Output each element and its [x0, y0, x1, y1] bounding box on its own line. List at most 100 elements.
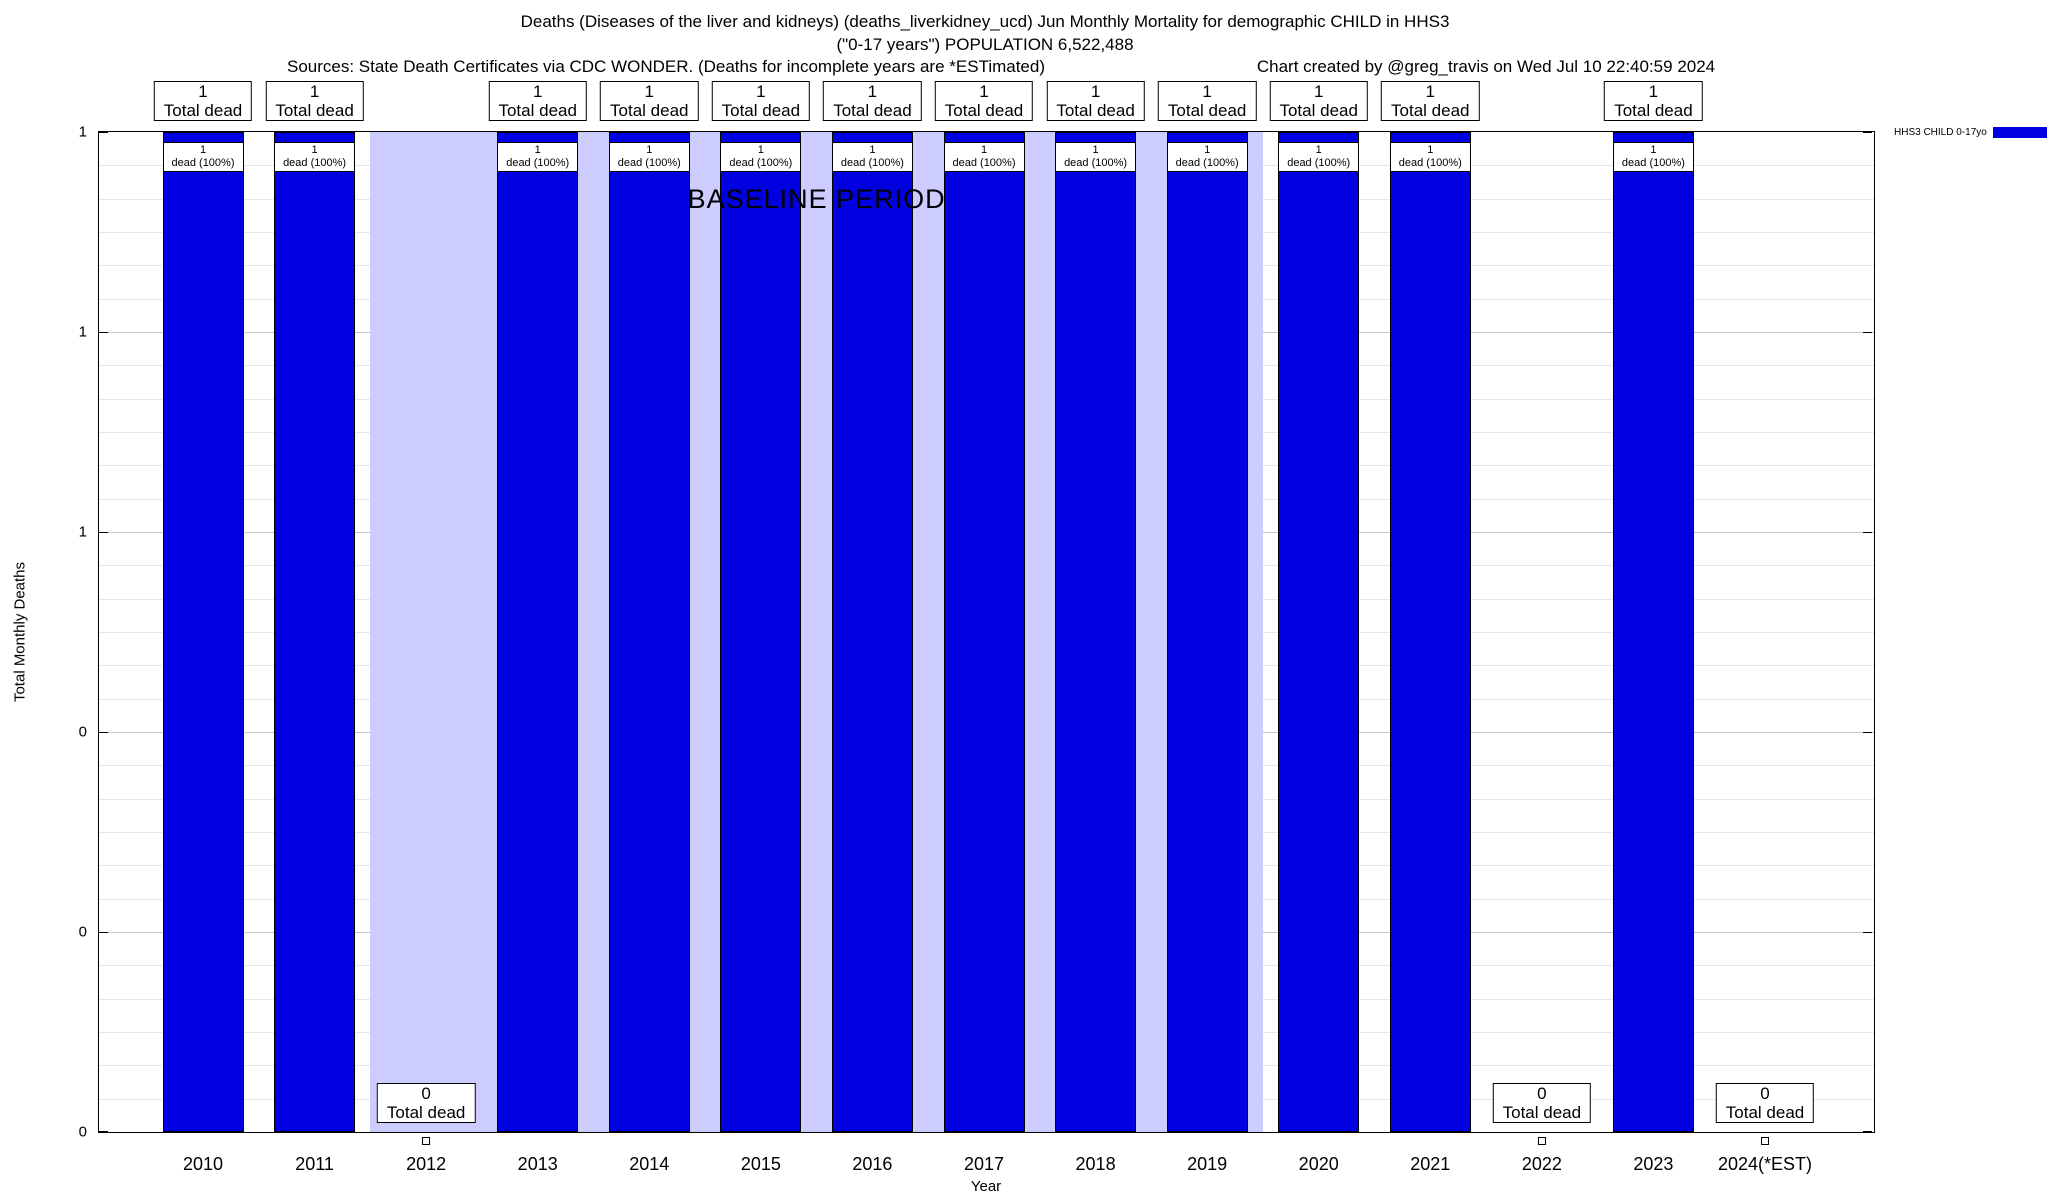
bar-inner-label-value: 1: [646, 144, 653, 156]
legend-swatch: [1992, 127, 2047, 138]
bar: [1612, 132, 1694, 1132]
y-tick-label: 0: [78, 923, 87, 941]
y-tick-mark-right: [1863, 732, 1872, 733]
bar-inner-label-text: dead (100%): [283, 157, 347, 169]
legend: HHS3 CHILD 0-17yo: [1894, 127, 2047, 138]
zero-total-label-text: Total dead: [1502, 1103, 1582, 1122]
x-tick-label: 2020: [1298, 1154, 1339, 1174]
bar-inner-label-text: dead (100%): [1398, 157, 1462, 169]
bar-total-label-text: Total dead: [1279, 101, 1358, 120]
bar-inner-label-value: 1: [980, 144, 988, 156]
bar-inner-label-value: 1: [869, 144, 876, 156]
x-tick-label: 2010: [182, 1154, 224, 1174]
x-axis-title: Year: [970, 1178, 1002, 1195]
y-tick-mark: [99, 532, 108, 533]
bar-total-label: 1 Total dead: [823, 81, 922, 121]
x-tick-label: 2012: [406, 1154, 447, 1174]
bar: [1055, 132, 1137, 1132]
legend-label: HHS3 CHILD 0-17yo: [1894, 127, 1987, 138]
bar-inner-label-value: 1: [1427, 144, 1434, 156]
chart-sources: Sources: State Death Certificates via CD…: [286, 57, 1046, 76]
bar-total-label-text: Total dead: [1167, 101, 1247, 120]
x-tick-label: 2016: [852, 1154, 893, 1174]
bar-total-label: 1 Total dead: [1269, 81, 1368, 121]
bar-total-label: 1 Total dead: [488, 81, 587, 121]
bar-total-label-value: 1: [1648, 82, 1659, 101]
x-tick-label: 2013: [517, 1154, 558, 1174]
plot-area: 0 0 0 1 1 1 1 dead (100%) 1 Total dead 2010 1 dead (…: [79, 81, 1875, 1174]
bar-inner-label-value: 1: [1650, 144, 1657, 156]
bar-total-label-value: 1: [644, 82, 655, 101]
bar-total-label: 1 Total dead: [153, 81, 253, 121]
zero-total-label-value: 0: [421, 1084, 431, 1103]
x-tick-label: 2015: [740, 1154, 781, 1174]
bar-total-label-value: 1: [867, 82, 878, 101]
bar-inner-label-text: dead (100%): [1175, 157, 1239, 169]
bar-inner-label-text: dead (100%): [952, 157, 1016, 169]
bar-total-label-value: 1: [532, 82, 543, 101]
bar-total-label-text: Total dead: [944, 101, 1024, 120]
y-axis-title: Total Monthly Deaths: [11, 561, 29, 703]
x-tick-label: 2011: [295, 1154, 334, 1174]
bar-total-label: 1 Total dead: [1157, 81, 1257, 121]
bar-inner-label: 1 dead (100%): [831, 142, 913, 172]
y-tick-mark-right: [1863, 1131, 1872, 1132]
y-tick-label: 1: [78, 123, 87, 141]
bar-total-label-text: Total dead: [163, 101, 243, 120]
y-tick-label: 1: [78, 323, 87, 341]
y-tick-mark: [99, 932, 108, 933]
bar-total-label-value: 1: [1313, 82, 1324, 101]
x-tick-label: 2021: [1410, 1154, 1451, 1174]
bar-inner-label: 1 dead (100%): [274, 142, 356, 172]
bar-total-label-text: Total dead: [1056, 101, 1135, 120]
bar: [1389, 132, 1471, 1132]
bar-total-label-text: Total dead: [833, 101, 912, 120]
bar-inner-label: 1 dead (100%): [1612, 142, 1694, 172]
bar-inner-label: 1 dead (100%): [608, 142, 690, 172]
bar-inner-label-text: dead (100%): [729, 157, 793, 169]
bar: [497, 132, 579, 1132]
y-tick-label: 0: [78, 723, 87, 741]
bar-total-label-text: Total dead: [721, 101, 801, 120]
bar-inner-label-value: 1: [1092, 144, 1099, 156]
bar-total-label: 1 Total dead: [600, 81, 699, 121]
x-tick-label: 2014: [629, 1154, 670, 1174]
bar-inner-label-text: dead (100%): [1287, 157, 1351, 169]
x-tick-label: 2017: [963, 1154, 1005, 1174]
bar-total-label: 1 Total dead: [711, 81, 811, 121]
bar-inner-label-text: dead (100%): [1064, 157, 1128, 169]
bar: [1278, 132, 1360, 1132]
y-tick-mark: [99, 132, 108, 133]
x-tick-label: 2018: [1075, 1154, 1116, 1174]
y-tick-mark: [99, 1131, 108, 1132]
bar-inner-label-value: 1: [1315, 144, 1322, 156]
x-tick-label: 2022: [1521, 1154, 1562, 1174]
bar-inner-label: 1 dead (100%): [162, 142, 244, 172]
bar: [274, 132, 356, 1132]
zero-marker: [1537, 1137, 1546, 1145]
bar-inner-label: 1 dead (100%): [1166, 142, 1248, 172]
bar-total-label-text: Total dead: [1391, 101, 1470, 120]
bar: [1166, 132, 1248, 1132]
bar: [720, 132, 802, 1132]
baseline-band-label: BASELINE PERIOD: [687, 184, 946, 214]
zero-total-label: 0 Total dead: [1492, 1083, 1592, 1123]
x-tick-label: 2024(*EST): [1717, 1154, 1813, 1174]
bar-total-label-value: 1: [1090, 82, 1101, 101]
bar-inner-label-text: dead (100%): [1621, 157, 1685, 169]
bar: [943, 132, 1025, 1132]
chart-credit: Chart created by @greg_travis on Wed Jul…: [1256, 57, 1716, 76]
chart-subtitle: ("0-17 years") POPULATION 6,522,488: [836, 35, 1134, 54]
bar-total-label-value: 1: [309, 82, 320, 101]
bar-inner-label-value: 1: [1204, 144, 1211, 156]
y-tick-mark-right: [1863, 332, 1872, 333]
bar-total-label: 1 Total dead: [1604, 81, 1703, 121]
zero-total-label-value: 0: [1537, 1084, 1547, 1103]
bar-total-label-value: 1: [1425, 82, 1436, 101]
bar-total-label: 1 Total dead: [934, 81, 1034, 121]
bar-inner-label-value: 1: [199, 144, 207, 156]
zero-total-label: 0 Total dead: [376, 1083, 476, 1123]
bar-inner-label-text: dead (100%): [171, 157, 235, 169]
bar: [831, 132, 913, 1132]
bar-total-label-text: Total dead: [498, 101, 577, 120]
